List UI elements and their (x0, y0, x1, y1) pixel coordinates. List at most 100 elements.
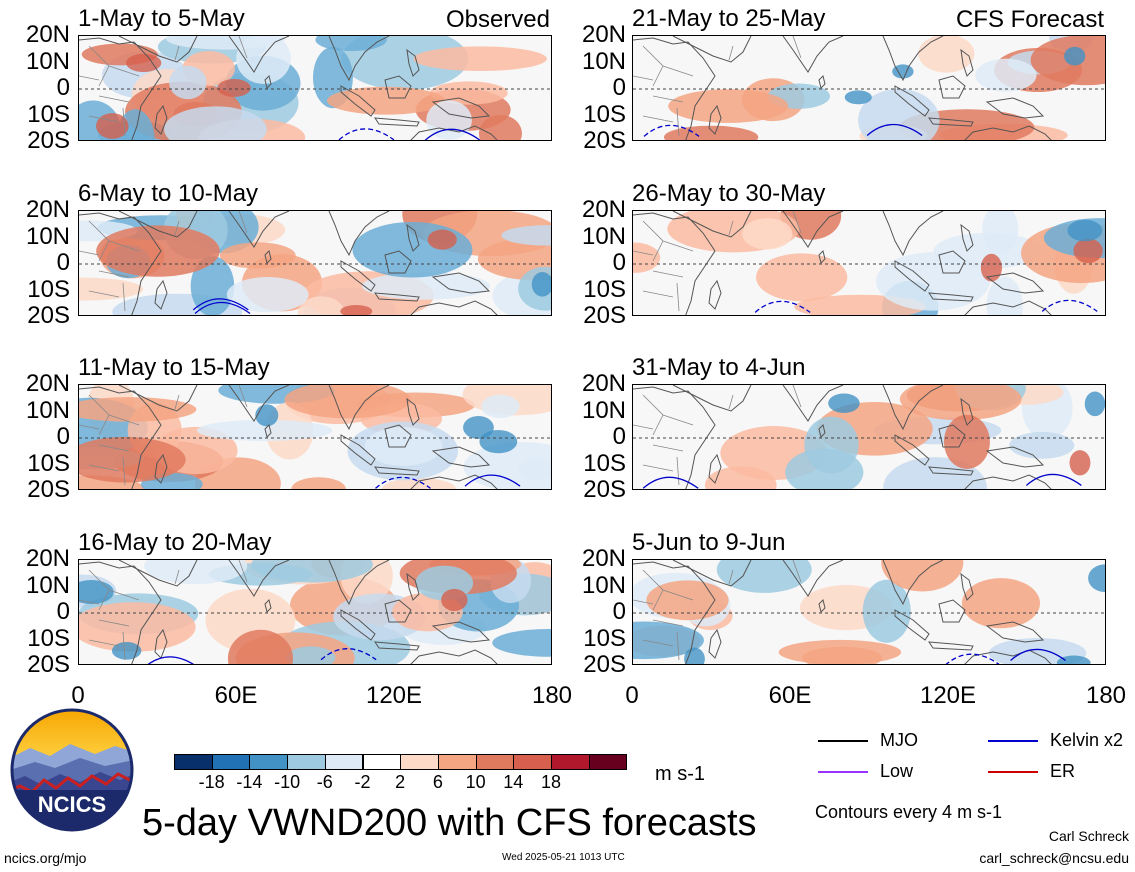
latitude-label: 20S (27, 651, 70, 678)
colorbar-swatch (249, 754, 289, 770)
colorbar-swatch (400, 754, 439, 770)
colorbar-tick-label: 10 (465, 772, 486, 792)
longitude-label: 120E (919, 682, 977, 709)
longitude-label: 0 (625, 682, 639, 709)
latitude-label: 10N (581, 222, 626, 250)
panel-title: 16-May to 20-May (78, 529, 272, 556)
latitude-label: 20N (25, 21, 70, 48)
map-panel (78, 384, 552, 490)
footer-timestamp: Wed 2025-05-21 1013 UTC (502, 852, 625, 863)
legend-line-low (818, 771, 868, 773)
latitude-label: 20S (27, 302, 70, 329)
latitude-label: 20N (25, 545, 70, 572)
longitude-label: 0 (71, 682, 85, 709)
latitude-label: 20N (581, 545, 626, 572)
colorbar-tick-label: -2 (354, 772, 371, 792)
colorbar-tick-label: -10 (274, 772, 301, 792)
latitude-label: 10S (583, 275, 626, 303)
colorbar-tick-label: 2 (395, 772, 406, 792)
ncics-logo: NCICS (10, 708, 134, 832)
latitude-label: 20S (27, 127, 70, 154)
legend-label: ER (1050, 761, 1076, 781)
colorbar-swatch (588, 754, 628, 770)
colorbar-unit: m s-1 (655, 763, 705, 785)
map-panel (78, 210, 552, 316)
colorbar-swatch (475, 754, 515, 770)
panel-title: 26-May to 30-May (632, 180, 826, 207)
latitude-label: 10N (25, 396, 70, 424)
latitude-label: 0 (612, 598, 626, 625)
panel-title: 11-May to 15-May (78, 354, 270, 381)
latitude-label: 0 (612, 249, 626, 276)
panel-title: 1-May to 5-May (78, 5, 245, 32)
colorbar-tick-label: 18 (540, 772, 562, 792)
main-title: 5-day VWND200 with CFS forecasts (142, 802, 757, 844)
panel-title: 5-Jun to 9-Jun (632, 529, 786, 556)
latitude-label: 20N (25, 196, 70, 223)
latitude-label: 20S (583, 651, 626, 678)
colorbar-tick-label: -14 (236, 772, 263, 792)
legend-label: Kelvin x2 (1050, 730, 1124, 750)
contour-note: Contours every 4 m s-1 (815, 802, 1003, 822)
latitude-label: 20N (581, 196, 626, 223)
latitude-label: 10S (27, 275, 70, 303)
colorbar-swatch (174, 754, 213, 770)
legend-line-er (988, 771, 1038, 773)
colorbar-tick-label: -6 (316, 772, 333, 792)
footer-author: Carl Schreck (1048, 828, 1129, 844)
longitude-label: 180 (1085, 682, 1127, 709)
logo-text: NCICS (38, 792, 106, 817)
colorbar-tick-label: 14 (503, 772, 524, 792)
latitude-label: 20S (583, 127, 626, 154)
longitude-label: 180 (531, 682, 573, 709)
latitude-label: 10S (27, 449, 70, 477)
colorbar-swatch (362, 754, 402, 770)
latitude-label: 20N (581, 370, 626, 397)
map-panel (632, 35, 1106, 141)
latitude-label: 10N (581, 396, 626, 424)
panel-tag: CFS Forecast (955, 6, 1104, 33)
colorbar-tick-label: -18 (198, 772, 225, 792)
latitude-label: 10N (581, 571, 626, 599)
colorbar-swatch (324, 754, 364, 770)
latitude-label: 20S (27, 476, 70, 503)
map-panel (78, 35, 552, 141)
latitude-label: 0 (56, 74, 70, 101)
latitude-label: 10S (583, 449, 626, 477)
colorbar-swatch (211, 754, 251, 770)
colorbar-swatch (551, 754, 590, 770)
latitude-label: 20S (583, 302, 626, 329)
latitude-label: 10N (25, 571, 70, 599)
latitude-label: 20N (581, 21, 626, 48)
latitude-label: 10S (27, 624, 70, 652)
latitude-label: 10N (581, 47, 626, 75)
longitude-label: 60E (214, 682, 258, 709)
panel-title: 31-May to 4-Jun (632, 354, 806, 381)
latitude-label: 20S (583, 476, 626, 503)
latitude-label: 10S (583, 624, 626, 652)
latitude-label: 20N (25, 370, 70, 397)
colorbar-swatch (437, 754, 477, 770)
latitude-label: 0 (612, 74, 626, 101)
latitude-label: 0 (56, 423, 70, 450)
longitude-label: 120E (365, 682, 423, 709)
legend-line-kelvin (988, 740, 1038, 742)
latitude-label: 10N (25, 222, 70, 250)
latitude-label: 0 (612, 423, 626, 450)
footer-email: carl_schreck@ncsu.edu (979, 850, 1129, 866)
map-panel (632, 384, 1106, 490)
map-panel (632, 210, 1106, 316)
panel-tag: Observed (445, 6, 550, 33)
footer-url: ncics.org/mjo (4, 850, 87, 866)
latitude-label: 0 (56, 249, 70, 276)
latitude-label: 0 (56, 598, 70, 625)
longitude-label: 60E (768, 682, 812, 709)
latitude-label: 10S (583, 100, 626, 128)
panel-title: 6-May to 10-May (78, 180, 259, 207)
legend-line-mjo (818, 740, 868, 742)
legend-label: Low (880, 761, 914, 781)
panel-title: 21-May to 25-May (632, 5, 826, 32)
colorbar-swatch (513, 754, 552, 770)
map-panel (632, 559, 1106, 665)
legend-label: MJO (880, 730, 918, 750)
